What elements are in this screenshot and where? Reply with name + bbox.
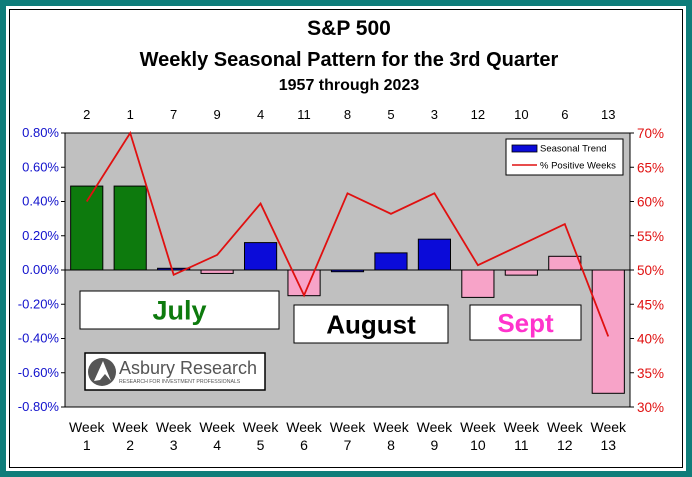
seasonal-trend-bar [417,238,452,271]
seasonal-trend-bar [504,269,538,276]
seasonal-trend-bar [461,269,495,298]
left-tick-label: -0.40% [18,331,60,346]
x-tick-label-number: 1 [83,437,91,453]
x-tick-label-week: Week [590,419,627,435]
left-tick-label: 0.60% [22,159,59,174]
x-tick-label-number: 3 [170,437,178,453]
rank-label: 12 [471,107,485,122]
rank-label: 10 [514,107,528,122]
x-tick-label-number: 4 [213,437,221,453]
rank-label: 11 [297,107,311,122]
x-tick-label-number: 9 [431,437,439,453]
x-tick-label-week: Week [417,419,454,435]
right-tick-label: 45% [637,297,664,312]
x-tick-label-number: 13 [600,437,616,453]
left-tick-label: -0.60% [18,365,60,380]
x-tick-label-week: Week [69,419,106,435]
seasonal-chart: S&P 500 Weekly Seasonal Pattern for the 3… [18,17,664,453]
x-tick-label-week: Week [156,419,193,435]
x-tick-label-number: 12 [557,437,573,453]
seasonal-trend-bar [200,269,234,274]
left-tick-label: 0.00% [22,262,59,277]
right-tick-label: 60% [637,195,664,210]
x-tick-label-number: 6 [300,437,308,453]
rank-label: 4 [257,107,264,122]
legend-label: % Positive Weeks [540,161,616,172]
rank-label: 6 [561,107,568,122]
chart-area: S&P 500 Weekly Seasonal Pattern for the 3… [9,9,683,468]
rank-label: 2 [83,107,90,122]
x-tick-label-week: Week [460,419,497,435]
month-label: July [152,296,206,326]
right-tick-label: 40% [637,332,664,347]
chart-title: S&P 500 [307,17,391,40]
rank-label: 3 [431,107,438,122]
x-tick-label-number: 2 [126,437,134,453]
month-label: Sept [497,308,554,338]
x-tick-label-week: Week [373,419,410,435]
seasonal-trend-bar [591,269,625,394]
x-tick-label-week: Week [243,419,280,435]
month-label-box [469,304,582,341]
left-tick-label: 0.40% [22,194,59,209]
x-tick-label-week: Week [286,419,323,435]
rank-label: 7 [170,107,177,122]
right-tick-label: 70% [637,126,664,141]
seasonal-trend-bar [243,242,278,271]
rank-label: 1 [127,107,134,122]
rank-label: 9 [213,107,220,122]
seasonal-trend-bar [548,255,582,271]
chart-date-range: 1957 through 2023 [279,77,420,94]
x-tick-label-week: Week [547,419,584,435]
x-tick-label-number: 5 [257,437,265,453]
logo-name: Asbury Research [119,358,257,378]
month-label-box [79,290,280,330]
month-label-box [293,304,449,344]
rank-label: 8 [344,107,351,122]
legend-bar-swatch [511,144,538,153]
right-tick-label: 50% [637,263,664,278]
right-tick-label: 30% [637,400,664,415]
right-tick-label: 65% [637,160,664,175]
left-tick-label: -0.20% [18,296,60,311]
positive-weeks-line [85,130,610,337]
logo-tagline: RESEARCH FOR INVESTMENT PROFESSIONALS [119,379,241,385]
seasonal-trend-bar [70,185,104,271]
right-tick-label: 55% [637,229,664,244]
seasonal-trend-bar [330,269,365,273]
x-tick-label-week: Week [504,419,541,435]
logo-mountain-icon [94,361,111,381]
x-tick-label-week: Week [330,419,367,435]
left-tick-label: -0.80% [18,399,60,414]
seasonal-trend-bar [287,269,321,297]
legend-label: Seasonal Trend [540,144,607,155]
x-tick-label-number: 8 [387,437,395,453]
chart-subtitle: Weekly Seasonal Pattern for the 3rd Quar… [140,49,559,71]
x-tick-label-number: 7 [344,437,352,453]
rank-label: 5 [387,107,394,122]
right-tick-label: 35% [637,366,664,381]
left-tick-label: 0.20% [22,228,59,243]
seasonal-trend-bar [157,267,191,271]
rank-label: 13 [601,107,615,122]
seasonal-trend-bar [374,252,408,271]
x-tick-label-number: 10 [470,437,486,453]
left-tick-label: 0.80% [22,125,59,140]
x-tick-label-number: 11 [514,437,529,453]
month-label: August [326,309,416,339]
seasonal-trend-bar [113,185,147,271]
x-tick-label-week: Week [112,419,149,435]
x-tick-label-week: Week [199,419,236,435]
